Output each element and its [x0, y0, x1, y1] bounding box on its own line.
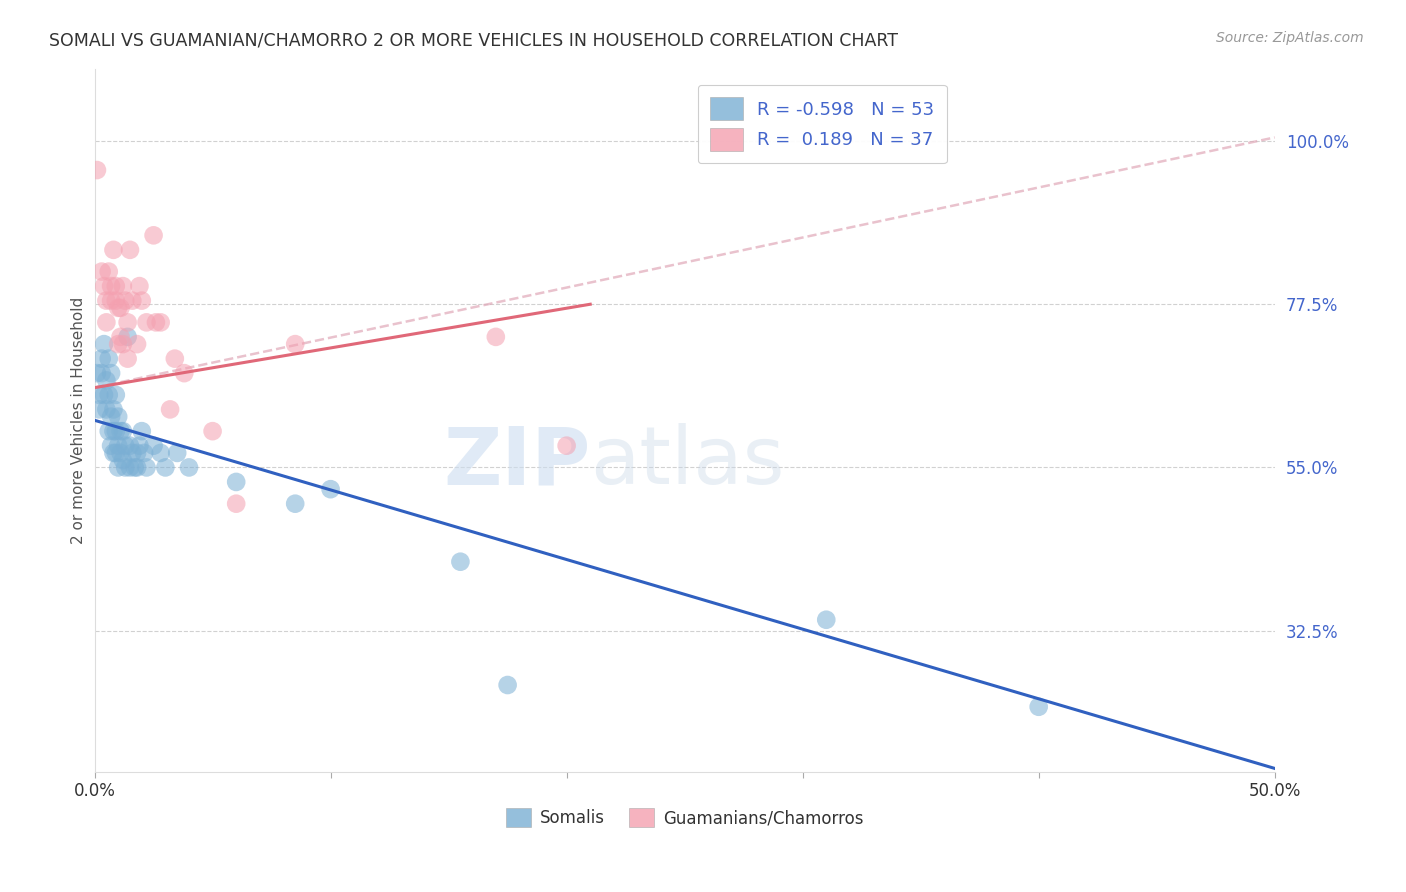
Point [97, 351, 120, 366]
Point [225, 497, 247, 511]
Point [96, 315, 118, 329]
Point [173, 366, 195, 380]
Point [163, 351, 186, 366]
Point [111, 279, 134, 293]
Point [89, 388, 111, 402]
Point [100, 366, 122, 380]
Point [125, 337, 148, 351]
Point [97, 264, 120, 278]
Point [1028, 699, 1050, 714]
Point [90, 351, 112, 366]
Point [107, 460, 129, 475]
Point [125, 460, 148, 475]
Point [90, 264, 112, 278]
Point [135, 460, 157, 475]
Point [142, 228, 165, 243]
Point [90, 366, 112, 380]
Point [128, 439, 150, 453]
Point [121, 293, 143, 308]
Point [117, 330, 139, 344]
Point [201, 424, 224, 438]
Point [93, 337, 115, 351]
Point [104, 446, 127, 460]
Point [114, 293, 136, 308]
Point [96, 373, 118, 387]
Point [128, 279, 150, 293]
Point [100, 293, 122, 308]
Point [107, 337, 129, 351]
Point [177, 460, 200, 475]
Point [145, 315, 167, 329]
Point [111, 337, 134, 351]
Point [225, 475, 247, 489]
Point [86, 163, 108, 178]
Point [166, 446, 188, 460]
Y-axis label: 2 or more Vehicles in Household: 2 or more Vehicles in Household [72, 297, 86, 544]
Point [118, 243, 141, 257]
Point [93, 279, 115, 293]
Text: SOMALI VS GUAMANIAN/CHAMORRO 2 OR MORE VEHICLES IN HOUSEHOLD CORRELATION CHART: SOMALI VS GUAMANIAN/CHAMORRO 2 OR MORE V… [49, 31, 898, 49]
Point [103, 402, 125, 417]
Legend: Somalis, Guamanians/Chamorros: Somalis, Guamanians/Chamorros [499, 802, 870, 834]
Point [103, 424, 125, 438]
Point [96, 293, 118, 308]
Point [149, 315, 172, 329]
Point [100, 439, 122, 453]
Point [97, 388, 120, 402]
Point [103, 243, 125, 257]
Point [149, 446, 172, 460]
Point [118, 439, 141, 453]
Point [100, 409, 122, 424]
Point [124, 460, 146, 475]
Point [121, 446, 143, 460]
Point [117, 351, 139, 366]
Text: ZIP: ZIP [443, 424, 591, 501]
Point [114, 460, 136, 475]
Point [110, 330, 132, 344]
Point [131, 293, 153, 308]
Point [142, 439, 165, 453]
Point [155, 460, 177, 475]
Point [118, 460, 141, 475]
Point [96, 402, 118, 417]
Point [107, 439, 129, 453]
Point [104, 293, 127, 308]
Point [93, 388, 115, 402]
Point [135, 315, 157, 329]
Point [103, 446, 125, 460]
Point [485, 330, 508, 344]
Point [284, 497, 307, 511]
Point [284, 337, 307, 351]
Point [104, 279, 127, 293]
Point [117, 315, 139, 329]
Point [815, 613, 838, 627]
Point [111, 424, 134, 438]
Point [104, 424, 127, 438]
Point [89, 402, 111, 417]
Point [131, 424, 153, 438]
Point [319, 482, 342, 496]
Point [125, 446, 148, 460]
Point [111, 453, 134, 467]
Point [555, 439, 578, 453]
Point [110, 424, 132, 438]
Text: atlas: atlas [591, 424, 785, 501]
Point [107, 409, 129, 424]
Point [134, 446, 156, 460]
Text: Source: ZipAtlas.com: Source: ZipAtlas.com [1216, 31, 1364, 45]
Point [104, 388, 127, 402]
Point [110, 446, 132, 460]
Point [159, 402, 181, 417]
Point [449, 555, 471, 569]
Point [114, 439, 136, 453]
Point [97, 424, 120, 438]
Point [496, 678, 519, 692]
Point [86, 366, 108, 380]
Point [110, 301, 132, 315]
Point [107, 301, 129, 315]
Point [100, 279, 122, 293]
